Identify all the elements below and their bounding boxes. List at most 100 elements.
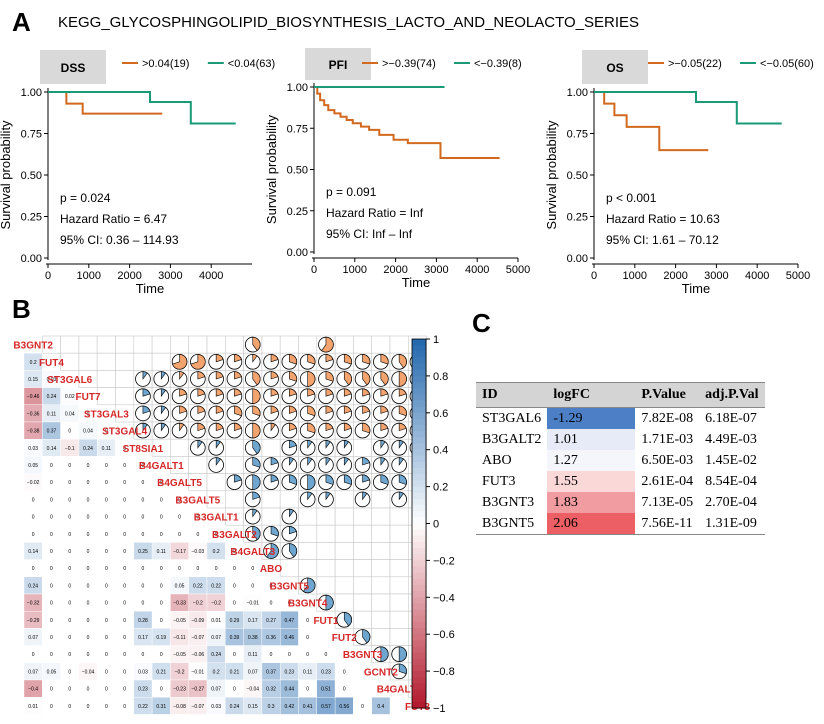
table-cell: -1.29 bbox=[547, 407, 636, 429]
matrix-cell bbox=[133, 335, 153, 354]
y-axis-title: Survival probability bbox=[264, 114, 279, 224]
x-tick-label: 5000 bbox=[786, 270, 810, 282]
corr-pie bbox=[270, 474, 279, 483]
corr-value: 0.07 bbox=[248, 669, 258, 675]
y-tick-label: 1.00 bbox=[21, 87, 42, 99]
matrix-cell bbox=[133, 352, 153, 371]
corr-pie bbox=[160, 371, 167, 380]
corr-value: 0 bbox=[68, 480, 71, 486]
corr-value: 0 bbox=[123, 549, 126, 555]
matrix-cell bbox=[389, 576, 409, 595]
corr-value: 0 bbox=[233, 652, 236, 658]
corr-value: −0.07 bbox=[192, 704, 205, 710]
corr-pie bbox=[398, 646, 407, 662]
matrix-cell bbox=[78, 335, 98, 354]
table-row: ABO 1.27 6.50E-03 1.45E-02 bbox=[476, 450, 765, 471]
matrix-cell bbox=[170, 438, 189, 457]
x-tick-label: 1000 bbox=[623, 270, 647, 282]
matrix-cell bbox=[298, 507, 318, 526]
corr-pie bbox=[307, 491, 313, 501]
colorbar-segment bbox=[412, 517, 426, 525]
corr-value: 0.01 bbox=[28, 704, 38, 710]
corr-value: 0.21 bbox=[156, 669, 166, 675]
corr-pie bbox=[172, 354, 188, 370]
corr-value: 0 bbox=[68, 601, 71, 607]
corr-pie bbox=[343, 422, 352, 432]
corr-value: −0.02 bbox=[27, 480, 40, 486]
corr-pie bbox=[325, 405, 334, 414]
corr-pie bbox=[142, 371, 148, 380]
corr-value: −0.05 bbox=[173, 618, 186, 624]
colorbar-segment bbox=[412, 554, 426, 561]
matrix-cell bbox=[151, 352, 171, 371]
table-cell: B3GNT3 bbox=[482, 494, 535, 510]
legend-label: >0.04(19) bbox=[142, 58, 189, 70]
colorbar-segment bbox=[412, 541, 426, 549]
colorbar-tick-label: −0.8 bbox=[433, 666, 455, 678]
colorbar-segment bbox=[412, 394, 426, 402]
corr-value: 0 bbox=[325, 652, 328, 658]
colorbar-tick-label: −0.4 bbox=[433, 592, 455, 604]
corr-pie bbox=[362, 388, 370, 397]
x-axis-title: Time bbox=[136, 281, 164, 296]
colorbar-segment bbox=[412, 443, 426, 451]
colorbar-tick-label: −1 bbox=[433, 703, 446, 715]
corr-value: 0 bbox=[142, 497, 145, 503]
matrix-cell bbox=[78, 352, 98, 371]
corr-pie bbox=[398, 491, 404, 501]
table-row: B3GNT3 1.83 7.13E-05 2.70E-04 bbox=[476, 492, 765, 513]
colorbar-segment bbox=[412, 591, 426, 598]
corr-pie bbox=[289, 422, 297, 432]
corr-value: 0 bbox=[50, 463, 53, 469]
corr-pie bbox=[343, 354, 352, 365]
matrix-cell bbox=[334, 507, 354, 526]
corr-pie bbox=[252, 457, 261, 468]
corr-value: 0 bbox=[123, 687, 126, 693]
y-tick-label: 1.00 bbox=[567, 87, 588, 99]
y-tick-label: 0.00 bbox=[567, 253, 588, 265]
corr-pie bbox=[325, 457, 331, 466]
corr-value: 0 bbox=[68, 687, 71, 693]
matrix-cell bbox=[225, 335, 244, 354]
gene-label: B3GALT2 bbox=[212, 530, 257, 541]
legend-label: <−0.39(8) bbox=[474, 58, 522, 70]
colorbar-segment bbox=[412, 683, 426, 691]
corr-pie bbox=[307, 474, 316, 490]
colorbar-segment bbox=[412, 578, 426, 586]
corr-pie bbox=[325, 388, 334, 397]
corr-value: 0 bbox=[306, 687, 309, 693]
colorbar-tick-label: 0.6 bbox=[433, 408, 448, 420]
corr-pie bbox=[289, 371, 298, 382]
survival-curve bbox=[594, 91, 709, 152]
stat-text: 95% CI: 0.36 – 114.93 bbox=[60, 233, 179, 247]
x-tick-label: 0 bbox=[311, 264, 317, 276]
corr-pie bbox=[289, 474, 298, 485]
corr-value: 0 bbox=[123, 652, 126, 658]
km-plot-dss: DSS >0.04(19) <0.04(63) 0.00 0.25 0.50 0.75 1.0… bbox=[0, 50, 275, 296]
corr-value: 0 bbox=[105, 635, 108, 641]
colorbar-segment bbox=[412, 474, 426, 482]
corr-value: 0 bbox=[215, 566, 218, 572]
corr-value: 0 bbox=[361, 704, 364, 710]
colorbar-segment bbox=[412, 406, 426, 414]
corr-value: 0 bbox=[50, 532, 53, 538]
strip-box bbox=[40, 50, 106, 84]
table-cell: 1.45E-02 bbox=[705, 452, 757, 468]
corr-pie bbox=[252, 440, 261, 455]
corr-value: 0.24 bbox=[83, 446, 93, 452]
corr-pie bbox=[215, 354, 224, 363]
corr-value: 0 bbox=[123, 635, 126, 641]
corr-value: 0 bbox=[178, 566, 181, 572]
corr-value: 0 bbox=[50, 704, 53, 710]
y-tick-label: 0.25 bbox=[21, 212, 42, 224]
corr-pie bbox=[289, 457, 295, 466]
table-cell: 6.18E-07 bbox=[705, 410, 757, 426]
corr-value: 0 bbox=[105, 532, 108, 538]
corr-value: 0.37 bbox=[266, 669, 276, 675]
matrix-cell bbox=[371, 593, 391, 612]
corr-value: 0 bbox=[87, 480, 90, 486]
corr-value: 0 bbox=[160, 652, 163, 658]
corr-value: −0.2 bbox=[175, 669, 185, 675]
corr-pie bbox=[362, 491, 368, 501]
corr-value: 0.22 bbox=[193, 583, 203, 589]
